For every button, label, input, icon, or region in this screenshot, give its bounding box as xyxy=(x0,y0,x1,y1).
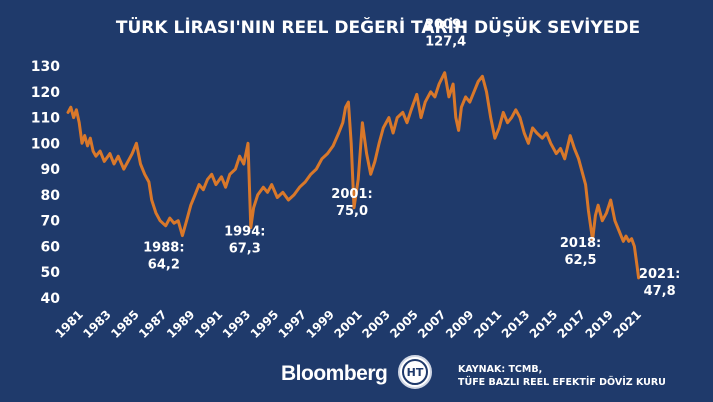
annotation-year: 2018: xyxy=(560,236,601,251)
y-tick-label: 130 xyxy=(31,59,60,75)
x-tick-label: 2019 xyxy=(583,307,617,341)
x-tick-label: 1991 xyxy=(192,307,226,341)
x-tick-label: 2003 xyxy=(359,307,393,341)
annotation-year: 2001: xyxy=(331,187,372,202)
y-tick-label: 60 xyxy=(41,239,61,255)
y-tick-label: 110 xyxy=(31,111,60,127)
annotation-value: 67,3 xyxy=(229,242,261,257)
y-tick-label: 120 xyxy=(31,85,60,101)
y-tick-label: 90 xyxy=(41,162,61,178)
annotations: 1988: 64,2 1994: 67,3 2001: 75,0 2009: 127,4 201… xyxy=(143,18,680,299)
y-tick-label: 100 xyxy=(31,136,60,152)
x-tick-label: 2013 xyxy=(499,307,533,341)
source-line-1: KAYNAK: TCMB, xyxy=(458,364,543,375)
x-tick-label: 1983 xyxy=(80,307,114,341)
x-tick-label: 1989 xyxy=(164,307,198,341)
annotation-value: 47,8 xyxy=(644,284,676,299)
x-tick-label: 1987 xyxy=(136,307,170,341)
x-tick-label: 1999 xyxy=(304,307,338,341)
x-tick-label: 2005 xyxy=(387,307,421,341)
x-tick-label: 2011 xyxy=(471,307,505,341)
annotation-value: 127,4 xyxy=(425,35,466,50)
annotation-value: 62,5 xyxy=(565,253,597,268)
y-axis: 40 50 60 70 80 90 100 110 120 130 xyxy=(31,59,60,307)
annotation-value: 75,0 xyxy=(336,204,368,219)
x-tick-label: 1995 xyxy=(248,307,282,341)
ht-logo-icon: HT xyxy=(398,355,432,389)
source-line-2: TÜFE BAZLI REEL EFEKTİF DÖVİZ KURU xyxy=(458,377,666,388)
x-tick-label: 1993 xyxy=(220,307,254,341)
series-line xyxy=(66,71,641,280)
y-tick-label: 80 xyxy=(41,188,61,204)
x-tick-label: 1981 xyxy=(52,307,86,341)
x-tick-label: 2001 xyxy=(331,307,365,341)
chart-title: TÜRK LİRASI'NIN REEL DEĞERİ TARİH DÜŞÜK … xyxy=(116,16,640,38)
source-note: KAYNAK: TCMB, TÜFE BAZLI REEL EFEKTİF DÖ… xyxy=(458,363,666,389)
ht-logo-text: HT xyxy=(402,359,428,385)
annotation-year: 2009: xyxy=(425,18,466,33)
bloomberg-logo: Bloomberg xyxy=(281,362,388,385)
x-tick-label: 2009 xyxy=(443,307,477,341)
x-tick-label: 1997 xyxy=(276,307,310,341)
annotation-value: 64,2 xyxy=(148,258,180,273)
annotation-year: 1988: xyxy=(143,241,184,256)
annotation-year: 1994: xyxy=(224,225,265,240)
y-tick-label: 70 xyxy=(41,214,61,230)
x-axis: 1981198319851987198919911993199519971999… xyxy=(52,307,644,341)
x-tick-label: 2021 xyxy=(610,307,644,341)
y-tick-label: 50 xyxy=(41,265,61,281)
x-tick-label: 2007 xyxy=(415,307,449,341)
x-tick-label: 2017 xyxy=(555,307,589,341)
x-tick-label: 1985 xyxy=(108,307,142,341)
x-tick-label: 2015 xyxy=(527,307,561,341)
y-tick-label: 40 xyxy=(41,291,61,307)
annotation-year: 2021: xyxy=(639,267,680,282)
